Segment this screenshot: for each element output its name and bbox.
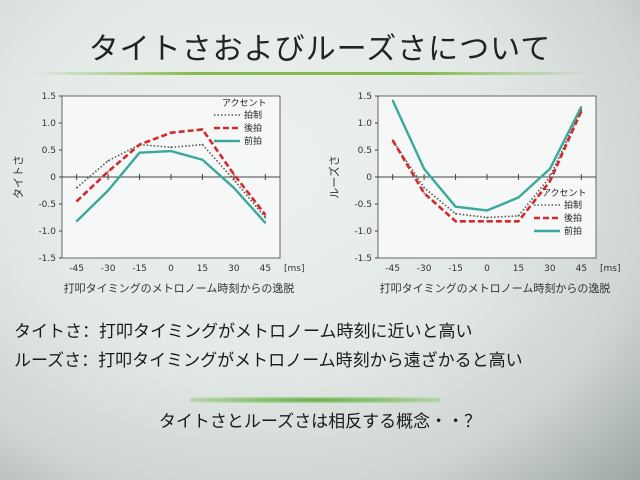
chart1-ytick-label: -1.0	[38, 227, 56, 237]
chart1-data-point-solid	[107, 189, 109, 192]
chart2-ytick-label: 0.5	[358, 146, 372, 156]
chart2-data-point-solid	[454, 205, 457, 208]
tightness-definition: タイトさ：打叩タイミングがメトロノーム時刻に近いと高い	[14, 322, 473, 342]
chart1-y-axis-label: タイトさ	[12, 155, 25, 199]
chart1-data-point-dashed	[170, 131, 172, 134]
chart2-xtick-label: 0	[484, 264, 490, 274]
chart1-ytick-label: 0.5	[42, 146, 56, 156]
chart2-x-unit: [ms]	[600, 264, 620, 274]
chart1-data-point-dashed	[107, 170, 109, 173]
chart1-data-point-dotted	[75, 187, 78, 189]
chart1-data-point-dotted	[201, 143, 204, 146]
chart2-legend-label-dashed: 後拍	[564, 212, 582, 224]
chart2-legend-label-solid: 前拍	[564, 225, 582, 237]
chart2-x-axis-label: 打叩タイミングのメトロノーム時刻からの逸脱	[380, 281, 611, 295]
chart1-data-point-dotted	[264, 216, 267, 219]
chart2-xtick-label: 30	[544, 264, 556, 274]
title-underline	[30, 72, 590, 75]
chart1-data-point-dotted	[107, 160, 109, 162]
chart2-y-axis-label: ルーズさ	[327, 155, 341, 198]
chart2-xtick-label: -45	[385, 264, 400, 274]
chart2-legend-title: アクセント	[542, 188, 587, 199]
looseness-definition: ルーズさ：打叩タイミングがメトロノーム時刻から遠ざかると高い	[14, 351, 523, 371]
chart1-data-point-solid	[138, 151, 141, 154]
chart1-x-unit: [ms]	[284, 264, 304, 274]
chart1-data-point-dashed	[233, 173, 235, 176]
chart1-ytick-label: -0.5	[38, 200, 56, 210]
chart2-data-point-dashed	[549, 180, 551, 183]
chart2-ytick-label: -1.0	[354, 227, 372, 237]
chart1-data-point-dotted	[170, 146, 172, 149]
conclusion-highlight	[190, 397, 440, 403]
chart2-legend-label-dotted: 拍制	[564, 199, 582, 211]
chart1-x-axis-label: 打叩タイミングのメトロノーム時刻からの逸脱	[64, 281, 295, 295]
chart2-ytick-label: 0	[366, 173, 372, 183]
conclusion-text: タイトさとルーズさは相反する概念・・？	[158, 412, 482, 432]
chart1-ytick-label: 1.5	[42, 92, 56, 102]
chart2-data-point-dashed	[423, 192, 425, 194]
chart2-xtick-label: -30	[417, 264, 432, 274]
chart1-legend-label-solid: 前拍	[244, 135, 262, 147]
chart2-data-point-dashed	[391, 139, 394, 142]
chart2-data-point-solid	[486, 209, 488, 212]
chart2-xtick-label: -15	[448, 264, 463, 274]
chart1-data-point-solid	[170, 150, 172, 152]
chart2-data-point-dashed	[580, 110, 583, 112]
chart2-data-point-dashed	[517, 220, 520, 223]
chart1-legend-title: アクセント	[222, 98, 267, 109]
chart2-data-point-dashed	[486, 220, 488, 223]
chart1-legend-label-dotted: 拍制	[244, 109, 262, 121]
chart1-xtick-label: -15	[132, 264, 147, 274]
chart1-xtick-label: -30	[101, 264, 116, 274]
chart1-ytick-label: 0	[50, 173, 56, 183]
chart2-data-point-solid	[549, 168, 551, 170]
chart2-ytick-label: -0.5	[354, 200, 372, 210]
chart1-data-point-dotted	[233, 178, 235, 181]
chart2-data-point-dotted	[423, 187, 425, 189]
chart1-data-point-dashed	[75, 200, 78, 203]
chart2-xtick-label: 15	[513, 264, 524, 274]
chart1-data-point-dashed	[264, 214, 267, 216]
chart1-data-point-solid	[264, 222, 267, 224]
chart2-ytick-label: 1.0	[358, 119, 373, 129]
chart1-ytick-label: -1.5	[38, 254, 56, 264]
chart1-data-point-dashed	[138, 143, 141, 146]
chart2-data-point-solid	[580, 106, 583, 108]
chart1-xtick-label: -45	[69, 264, 84, 274]
chart2-data-point-dashed	[454, 220, 457, 223]
chart2-ytick-label: 1.5	[358, 92, 372, 102]
chart1-xtick-label: 45	[260, 264, 271, 274]
chart1-data-point-dashed	[201, 128, 204, 131]
chart2-xtick-label: 45	[576, 264, 587, 274]
chart1-xtick-label: 30	[228, 264, 240, 274]
chart1-ytick-label: 1.0	[42, 119, 57, 129]
looseness-chart: 1.5 1.0 0.5 0 -0.5 -1.0 -1.5 -45 -30 -15 0 15 30 45 [m…	[327, 92, 620, 295]
tightness-chart: 1.5 1.0 0.5 0 -0.5 -1.0 -1.5 -45 -30 -15 0 15 30 45 [m…	[12, 92, 304, 295]
chart2-data-point-solid	[391, 99, 394, 102]
chart2-data-point-dotted	[517, 215, 520, 217]
chart1-xtick-label: 15	[197, 264, 208, 274]
chart1-legend-label-dashed: 後拍	[244, 122, 262, 134]
chart2-data-point-solid	[517, 196, 520, 199]
chart2-data-point-dotted	[486, 216, 488, 219]
chart1-data-point-solid	[75, 220, 78, 223]
chart2-data-point-dotted	[454, 212, 457, 215]
chart2-data-point-solid	[423, 168, 425, 170]
slide-title: タイトさおよびルーズさについて	[88, 32, 552, 67]
chart2-ytick-label: -1.5	[354, 254, 372, 264]
chart1-xtick-label: 0	[168, 264, 174, 274]
chart1-data-point-solid	[233, 187, 235, 189]
chart1-data-point-solid	[201, 158, 204, 161]
